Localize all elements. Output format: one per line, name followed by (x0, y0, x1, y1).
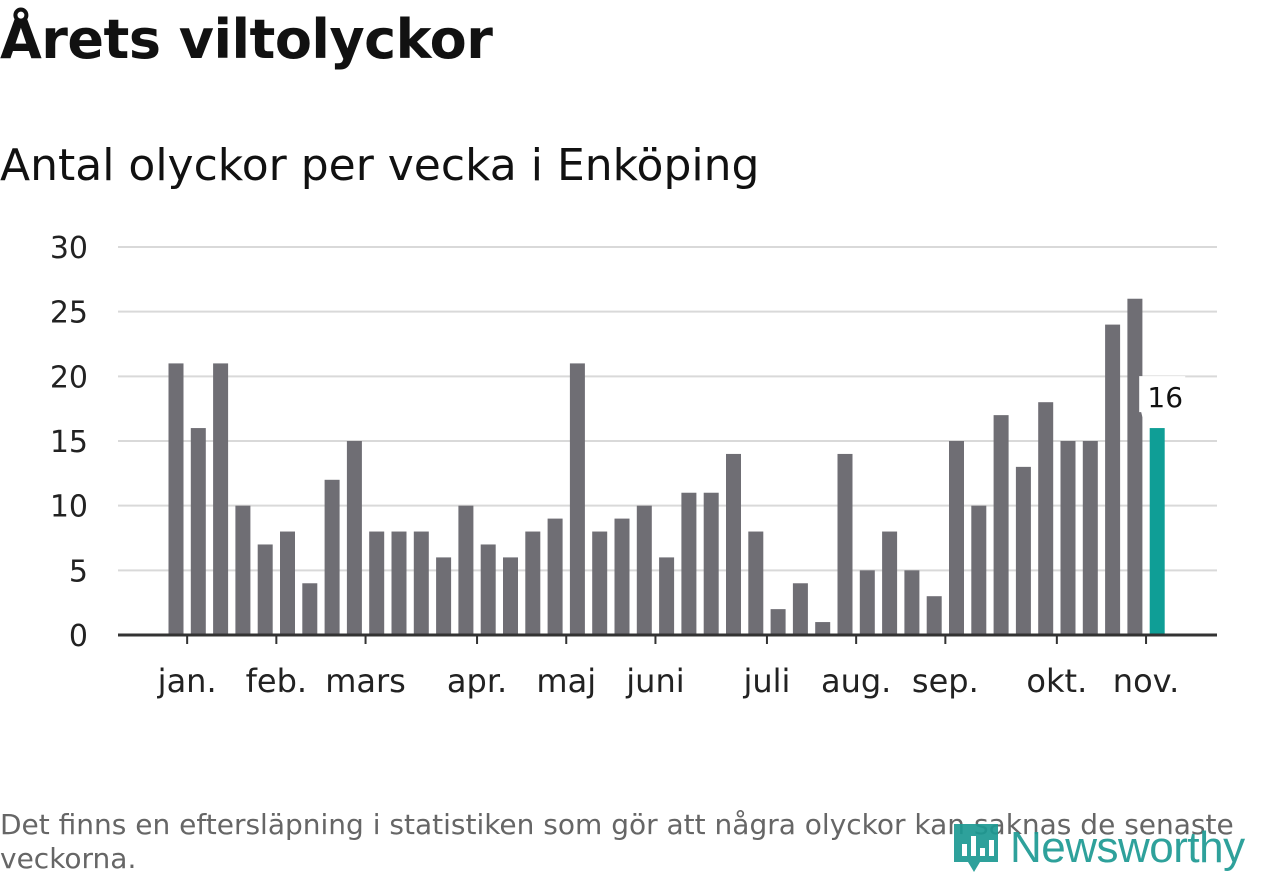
y-tick-label: 0 (69, 619, 88, 654)
bar (324, 479, 340, 635)
x-tick-label: juli (742, 662, 790, 700)
bar (213, 363, 229, 635)
bar (904, 570, 920, 635)
bar (703, 492, 719, 635)
bar (926, 596, 942, 635)
bar (569, 363, 585, 635)
chart-subtitle: Antal olyckor per vecka i Enköping (0, 140, 760, 191)
bar (257, 544, 273, 635)
y-tick-label: 20 (50, 360, 88, 395)
x-tick-label: apr. (447, 662, 507, 700)
bar (1015, 466, 1031, 635)
x-tick-label: sep. (912, 662, 979, 700)
bar (480, 544, 496, 635)
x-tick-label: mars (325, 662, 406, 700)
bar (815, 622, 831, 635)
data-label-current-week: 16 (1147, 381, 1183, 414)
bar (168, 363, 184, 635)
y-tick-label: 30 (50, 231, 88, 266)
bar (235, 505, 251, 635)
bar-chart: 0 5 10 15 20 25 30 jan. feb. mars apr. maj juni juli a… (50, 231, 1217, 700)
bar (280, 531, 295, 635)
bar (748, 531, 764, 635)
bar (1127, 298, 1143, 635)
y-tick-label: 25 (50, 296, 88, 331)
bar (614, 518, 630, 635)
newsworthy-logo-icon (954, 824, 998, 872)
bar (837, 453, 853, 635)
x-tick-label: aug. (821, 662, 891, 700)
bar (391, 531, 407, 635)
footnote: Det finns en eftersläpning i statistiken… (0, 808, 1234, 876)
x-tick-label: nov. (1113, 662, 1179, 700)
x-tick-label: feb. (246, 662, 307, 700)
bar (190, 428, 206, 635)
bar (1060, 441, 1076, 635)
bar (859, 570, 875, 635)
bar (792, 583, 808, 635)
bar (949, 441, 964, 635)
x-tick-label: maj (536, 662, 596, 700)
bar (971, 505, 987, 635)
bar (659, 557, 675, 635)
bar (547, 518, 563, 635)
bar (1105, 324, 1121, 635)
bar (525, 531, 541, 635)
chart-title: Årets viltolyckor (0, 8, 493, 71)
bar (1038, 402, 1054, 635)
x-tick-label: okt. (1026, 662, 1087, 700)
bar (346, 441, 362, 635)
y-tick-label: 10 (50, 490, 88, 525)
bar (503, 557, 518, 635)
bar (882, 531, 898, 635)
bar (302, 583, 318, 635)
y-tick-label: 15 (50, 425, 88, 460)
bar (413, 531, 429, 635)
bar (636, 505, 652, 635)
newsworthy-logo-text: Newsworthy (1010, 823, 1245, 872)
data-label-background (1139, 376, 1186, 421)
bar (993, 415, 1009, 635)
x-tick-label: juni (625, 662, 684, 700)
bar (681, 492, 697, 635)
bar (436, 557, 452, 635)
bar (369, 531, 385, 635)
bar (770, 609, 786, 635)
bar-current-week (1149, 428, 1165, 635)
bar (726, 453, 741, 635)
x-tick-label: jan. (157, 662, 217, 700)
y-tick-label: 5 (69, 554, 88, 589)
newsworthy-logo: Newsworthy (950, 820, 1245, 876)
bar (458, 505, 474, 635)
bar (1082, 441, 1098, 635)
bar (592, 531, 608, 635)
